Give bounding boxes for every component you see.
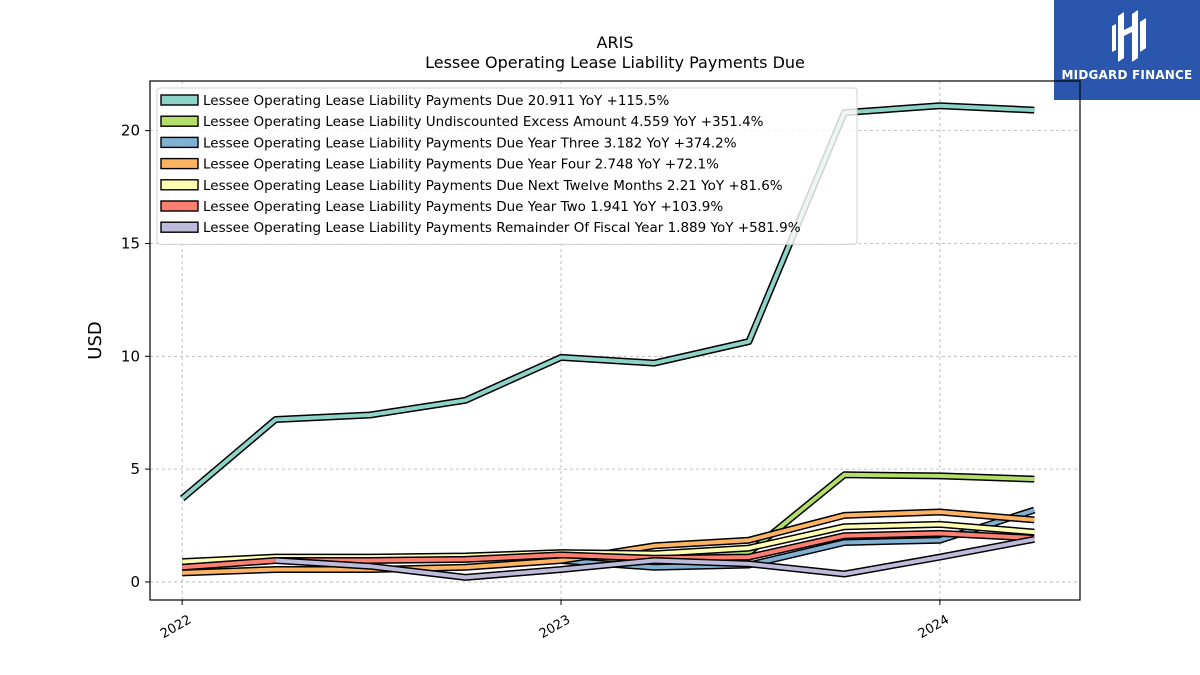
- legend-item[interactable]: Lessee Operating Lease Liability Payment…: [160, 157, 719, 173]
- x-tick-label: 2022: [158, 612, 194, 642]
- legend-label: Lessee Operating Lease Liability Payment…: [203, 157, 719, 173]
- legend-item[interactable]: Lessee Operating Lease Liability Payment…: [160, 178, 783, 194]
- chart-subtitle: Lessee Operating Lease Liability Payment…: [425, 53, 805, 72]
- series-line: [275, 535, 1035, 581]
- y-tick-label: 0: [130, 573, 140, 591]
- legend-swatch: [160, 136, 199, 149]
- legend-swatch: [160, 94, 199, 106]
- legend-item[interactable]: Lessee Operating Lease Liability Payment…: [160, 93, 669, 109]
- brand-name: MIDGARD FINANCE: [1061, 68, 1193, 82]
- y-tick-label: 5: [130, 460, 140, 478]
- legend-swatch: [160, 157, 199, 170]
- legend-swatch: [160, 200, 199, 212]
- plot-area-frame: [149, 80, 1081, 601]
- legend[interactable]: Lessee Operating Lease Liability Payment…: [156, 87, 858, 245]
- y-tick-label: 10: [121, 347, 140, 365]
- legend-label: Lessee Operating Lease Liability Payment…: [203, 93, 669, 109]
- legend-item[interactable]: Lessee Operating Lease Liability Undisco…: [160, 114, 764, 130]
- y-tick-label: 20: [121, 122, 140, 140]
- x-tick-label: 2024: [916, 612, 952, 642]
- legend-box: [156, 87, 858, 245]
- legend-swatch: [160, 221, 199, 233]
- chart-title: ARIS: [596, 33, 634, 52]
- brand-logo: MIDGARD FINANCE: [1054, 0, 1200, 100]
- legend-label: Lessee Operating Lease Liability Payment…: [203, 135, 737, 151]
- legend-swatch: [160, 115, 199, 127]
- midgard-logo-icon: [1112, 10, 1146, 62]
- legend-label: Lessee Operating Lease Liability Undisco…: [203, 114, 764, 130]
- legend-label: Lessee Operating Lease Liability Payment…: [203, 199, 723, 215]
- legend-swatch: [160, 179, 199, 191]
- y-tick-label: 15: [121, 234, 140, 252]
- legend-item[interactable]: Lessee Operating Lease Liability Payment…: [160, 199, 723, 215]
- legend-label: Lessee Operating Lease Liability Payment…: [203, 220, 801, 236]
- legend-label: Lessee Operating Lease Liability Payment…: [203, 178, 783, 194]
- legend-item[interactable]: Lessee Operating Lease Liability Payment…: [160, 135, 737, 151]
- legend-item[interactable]: Lessee Operating Lease Liability Payment…: [160, 220, 801, 236]
- x-tick-label: 2023: [537, 612, 573, 642]
- series-lines: [179, 102, 1036, 581]
- series-line: [179, 102, 1035, 502]
- y-axis-label: USD: [85, 321, 106, 359]
